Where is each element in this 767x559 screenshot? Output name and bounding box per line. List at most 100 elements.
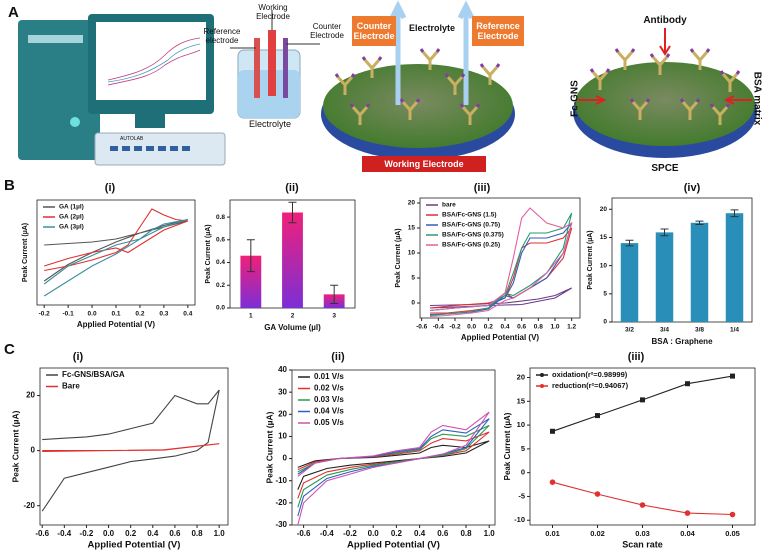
y-tick-label: 10 [517, 420, 525, 429]
series-line [44, 208, 188, 272]
y-tick-label: 10 [278, 432, 287, 441]
instrument [18, 14, 226, 166]
diagram-box: Reference Electrode [472, 16, 524, 46]
antibody-icon [481, 66, 499, 85]
y-tick-label: -5 [518, 491, 525, 500]
y-tick-label: 20 [26, 391, 35, 400]
bar [620, 243, 639, 322]
legend-label: reduction(r²=0.94067) [552, 381, 629, 390]
x-tick-label: -0.1 [63, 311, 75, 318]
series-line [297, 440, 490, 490]
plot-frame [39, 367, 229, 526]
x-axis-label: Scan rate [622, 539, 663, 549]
series-line [43, 218, 188, 297]
antibody-tip [614, 48, 636, 53]
legend-marker [540, 384, 544, 388]
antibody-tip [679, 98, 701, 103]
x-tick-label: -0.6 [35, 529, 49, 538]
x-tick-label: 0.3 [159, 311, 168, 318]
antibody-tip [334, 73, 356, 78]
x-tick-label: 0.01 [545, 529, 560, 538]
x-tick-label: 0.05 [725, 529, 740, 538]
legend-label: GA (3µl) [59, 224, 84, 231]
antibody-icon [401, 101, 419, 120]
x-tick-label: 0.4 [147, 529, 159, 538]
x-tick-label: 0.03 [635, 529, 650, 538]
antibody-tip [649, 53, 671, 58]
diagram-label: Electrolyte [248, 119, 292, 129]
panel-label: C [4, 341, 15, 358]
y-tick-label: -20 [275, 498, 287, 507]
series-line [297, 431, 490, 499]
diagram-box: Counter Electrode [352, 16, 396, 46]
point [685, 381, 690, 387]
legend-label: BSA/Fc-GNS (0.25) [442, 242, 500, 249]
y-axis-label: Peak Current (µA) [503, 412, 512, 480]
legend-label: 0.05 V/s [314, 418, 344, 427]
diagram-label: SPCE [651, 163, 679, 174]
y-tick-label: 15 [600, 234, 608, 241]
series-line [552, 481, 733, 516]
x-tick-label: -0.2 [449, 324, 461, 331]
subpanel-label: (ii) [331, 351, 345, 363]
legend-label: oxidation(r²=0.98999) [552, 370, 628, 379]
bar [240, 255, 262, 308]
antibody-tip [689, 48, 711, 53]
antibody-tip [444, 73, 466, 78]
point [594, 491, 601, 497]
x-axis-label: GA Volume (µl) [264, 323, 321, 332]
x-tick-label: -0.2 [39, 311, 51, 318]
bar [690, 222, 709, 322]
bar [725, 213, 744, 322]
y-axis-label: Peak Current (µA) [395, 228, 402, 287]
error-bar [660, 228, 669, 237]
x-tick-label: 0.1 [111, 311, 120, 318]
x-tick-label: -0.4 [320, 529, 334, 538]
x-tick-label: 1.0 [214, 529, 226, 538]
plot-frame [291, 369, 496, 526]
error-bar [730, 209, 739, 218]
x-tick-label: -0.2 [80, 529, 94, 538]
x-tick-label: 1.0 [484, 529, 496, 538]
plot-frame [529, 367, 756, 526]
error-bar [625, 239, 634, 247]
antibody-icon [351, 106, 369, 125]
antibody-icon [591, 71, 609, 90]
antibody-tip [629, 98, 651, 103]
electrode-disk [321, 0, 515, 160]
x-tick-label: 0.4 [414, 529, 426, 538]
y-tick-label: 0 [411, 300, 415, 307]
x-tick-label: 0.04 [680, 529, 695, 538]
y-tick-label: -10 [275, 476, 287, 485]
x-tick-label: -0.2 [343, 529, 357, 538]
antibody-icon [461, 106, 479, 125]
diagram-label: AUTOLAB [120, 136, 144, 142]
subpanel-label: (i) [73, 351, 84, 363]
subpanel-label: (iii) [628, 351, 645, 363]
antibody-icon [421, 51, 439, 70]
x-tick-label: 0.8 [460, 529, 472, 538]
point [595, 413, 600, 419]
x-tick-label: 0.0 [368, 529, 380, 538]
antibody-tip [349, 103, 371, 108]
antibody-tip [419, 48, 441, 53]
x-tick-label: 0.4 [500, 324, 509, 331]
antibody-tip [709, 103, 731, 108]
diagram-label: Reference electrode [203, 27, 241, 45]
y-axis-label: Peak Current (µA) [587, 230, 594, 289]
series-line [41, 389, 220, 512]
y-tick-label: 5 [521, 444, 525, 453]
plot-frame [419, 197, 581, 319]
x-axis-label: Applied Potential (V) [347, 540, 440, 551]
antibodies [334, 48, 741, 125]
point [729, 511, 736, 518]
x-tick-label: 0.6 [517, 324, 526, 331]
x-tick-label: 0.6 [437, 529, 449, 538]
series-line [429, 207, 573, 318]
error-bar [246, 239, 255, 273]
y-tick-label: 0.2 [216, 282, 225, 289]
legend-label: 0.02 V/s [314, 384, 344, 393]
point [639, 502, 646, 508]
antibody-tip [589, 68, 611, 73]
antibody-icon [616, 51, 634, 70]
